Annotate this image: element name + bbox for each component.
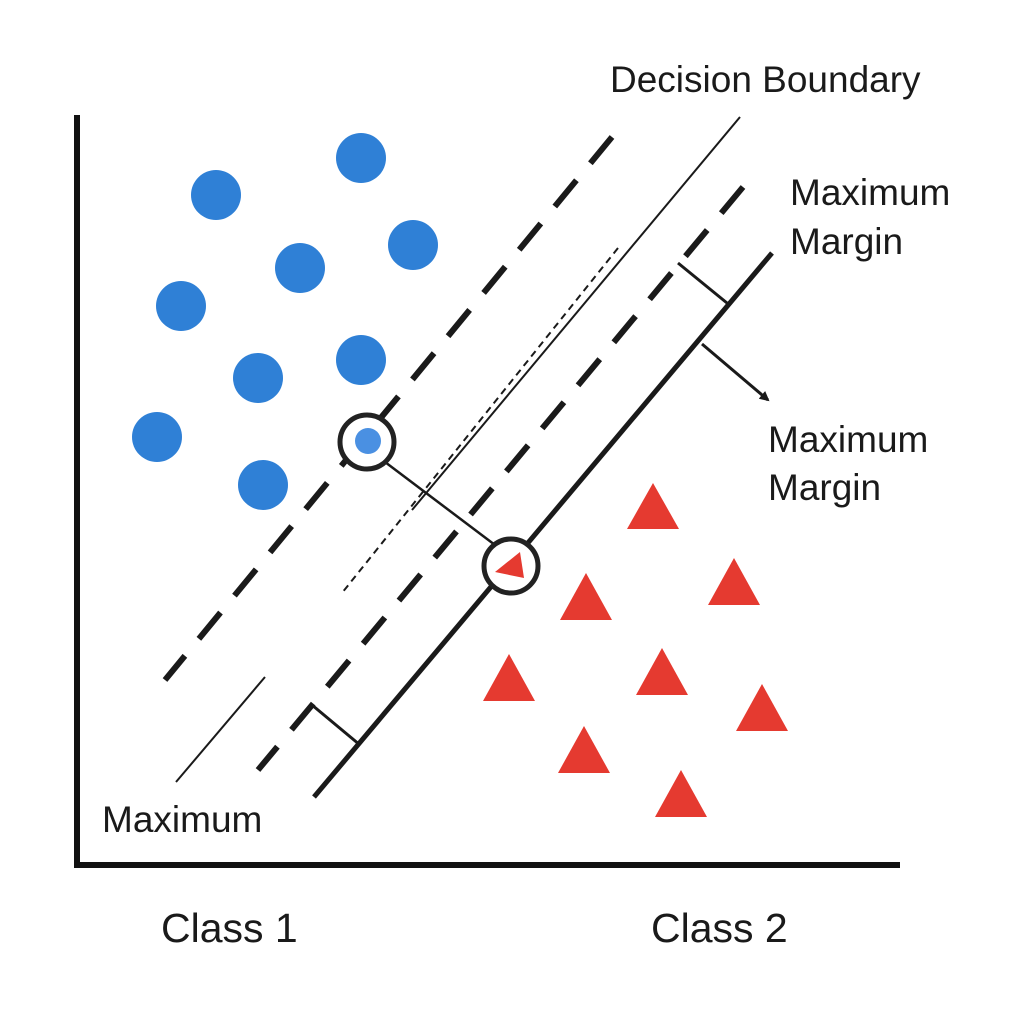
thin-line-lower (175, 676, 266, 783)
class1-label: Class 1 (161, 905, 298, 951)
dashed-margin-line-outer (162, 135, 615, 682)
class1-support-vector (337, 412, 397, 472)
class1-point (233, 353, 283, 403)
class2-point (655, 770, 707, 817)
decision-boundary-line (341, 247, 619, 594)
maximum-margin-label-upper-line1: Maximum (790, 172, 950, 213)
maximum-margin-label-upper-line2: Margin (790, 221, 903, 262)
margin-tick-upper (677, 261, 728, 305)
class1-point (132, 412, 182, 462)
class2-point (558, 726, 610, 773)
solid-margin-line (312, 251, 774, 799)
class1-point (238, 460, 288, 510)
class2-label: Class 2 (651, 905, 788, 951)
class2-point (495, 552, 524, 578)
support-vector-connector (384, 461, 496, 546)
class1-point (156, 281, 206, 331)
margin-tick-lower (311, 703, 361, 747)
maximum-margin-label-arrow-line2: Margin (768, 467, 881, 508)
class1-point (355, 428, 381, 454)
class2-point (736, 684, 788, 731)
class1-point (336, 335, 386, 385)
maximum-margin-label-arrow-line1: Maximum (768, 419, 928, 460)
dashed-margin-line-inner (255, 185, 746, 772)
class2-point (560, 573, 612, 620)
decision-boundary-label: Decision Boundary (610, 59, 921, 100)
class2-point (708, 558, 760, 605)
class1-point (388, 220, 438, 270)
class2-points (483, 483, 788, 817)
class1-points (132, 133, 438, 510)
class1-point (191, 170, 241, 220)
class1-point (336, 133, 386, 183)
class2-point (483, 654, 535, 701)
thin-line-upper (411, 116, 741, 511)
margin-arrow (701, 342, 770, 402)
class2-support-vector (481, 536, 541, 596)
maximum-label-lower: Maximum (102, 799, 262, 840)
class1-point (275, 243, 325, 293)
class2-point (627, 483, 679, 529)
class2-point (636, 648, 688, 695)
